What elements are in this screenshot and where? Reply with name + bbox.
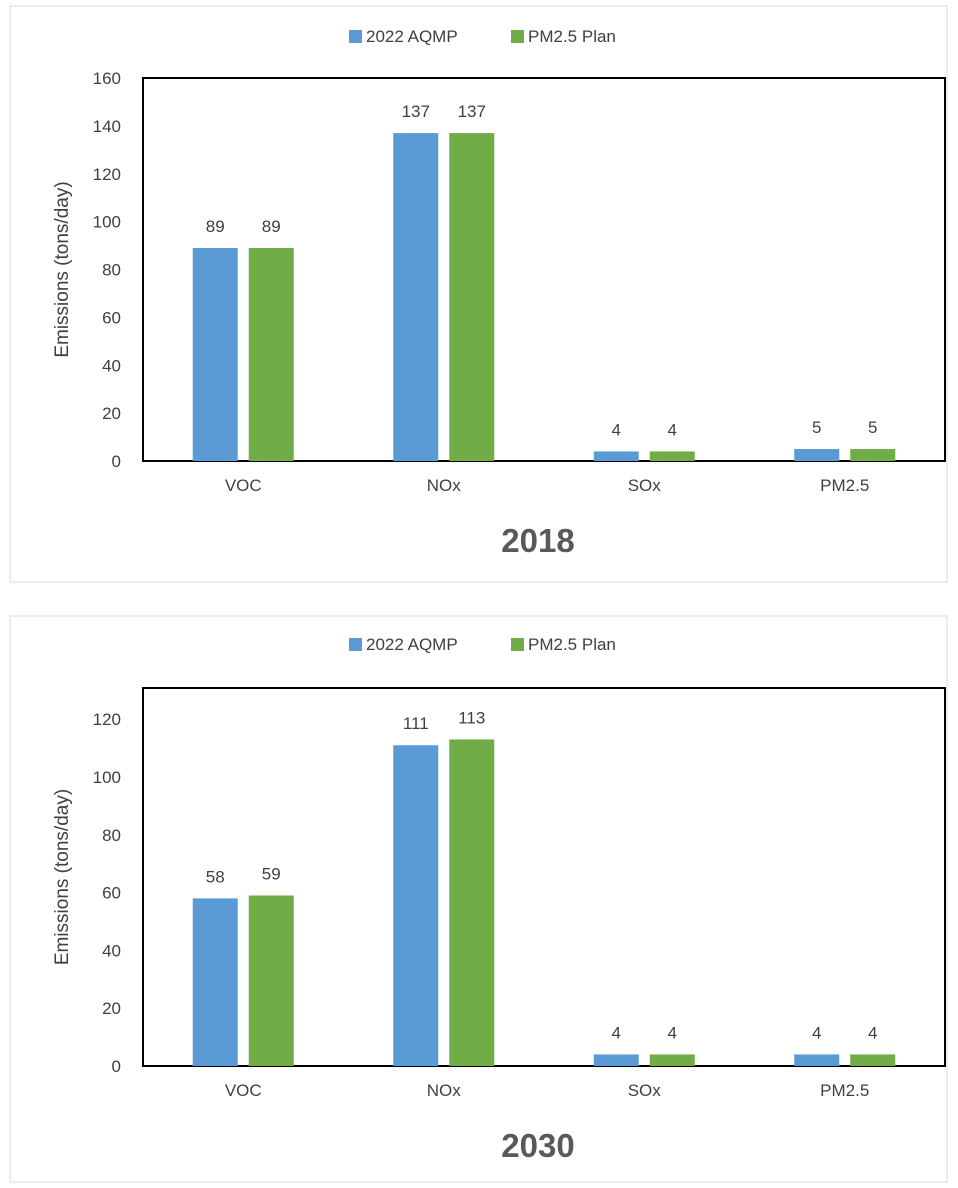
bar (593, 1054, 639, 1066)
x-tick-label: SOx (628, 1081, 662, 1100)
chart-2018: 0 20 40 60 80 100 120 140 160 Emissions (tons/day… (9, 5, 948, 583)
legend-label: PM2.5 Plan (528, 635, 616, 654)
y-tick-label: 140 (93, 117, 121, 136)
x-tick-label: VOC (225, 476, 262, 495)
bar (449, 133, 495, 461)
bar (850, 449, 896, 461)
legend-swatch (349, 30, 362, 43)
bar (248, 247, 294, 461)
bar (192, 247, 238, 461)
legend-label: 2022 AQMP (366, 635, 458, 654)
plot-area (142, 77, 946, 462)
bar (850, 1054, 896, 1066)
data-label: 4 (812, 1023, 821, 1042)
bar (794, 1054, 840, 1066)
bar (393, 133, 439, 461)
x-tick-label: PM2.5 (820, 1081, 869, 1100)
data-label: 113 (458, 708, 485, 727)
legend-swatch (349, 638, 362, 651)
y-tick-label: 40 (102, 356, 121, 375)
bar (192, 898, 238, 1066)
y-tick-label: 20 (102, 404, 121, 423)
y-tick-label: 120 (93, 165, 121, 184)
y-tick-label: 160 (93, 69, 121, 88)
bar (393, 745, 439, 1066)
y-axis-label: Emissions (tons/day) (52, 181, 73, 357)
legend-swatch (511, 638, 524, 651)
y-tick-label: 100 (93, 768, 121, 787)
data-label: 5 (868, 418, 877, 437)
legend-swatch (511, 30, 524, 43)
data-label: 137 (458, 102, 486, 121)
x-tick-label: PM2.5 (820, 476, 869, 495)
y-tick-label: 0 (112, 1057, 121, 1076)
y-tick-label: 40 (102, 941, 121, 960)
x-tick-label: NOx (427, 476, 462, 495)
legend-label: PM2.5 Plan (528, 27, 616, 46)
bar (794, 449, 840, 461)
bar (649, 1054, 695, 1066)
x-tick-label: SOx (628, 476, 662, 495)
data-label: 5 (812, 418, 821, 437)
data-label: 89 (206, 217, 225, 236)
bar (248, 895, 294, 1066)
chart-2030: 0 20 40 60 80 100 120 Emissions (tons/day) 58 59 V… (9, 615, 948, 1183)
data-label: 89 (262, 217, 281, 236)
data-label: 59 (262, 864, 281, 883)
y-tick-label: 60 (102, 884, 121, 903)
y-tick-label: 80 (102, 261, 121, 280)
data-label: 111 (403, 714, 429, 733)
bar (449, 739, 495, 1066)
data-label: 4 (868, 1023, 877, 1042)
y-tick-label: 120 (93, 710, 121, 729)
x-tick-label: NOx (427, 1081, 462, 1100)
bar (593, 451, 639, 461)
data-label: 58 (206, 867, 225, 886)
data-label: 4 (668, 1023, 677, 1042)
data-label: 137 (402, 102, 430, 121)
y-axis-label: Emissions (tons/day) (52, 789, 73, 965)
data-label: 4 (612, 420, 621, 439)
y-tick-label: 100 (93, 213, 121, 232)
data-label: 4 (612, 1023, 621, 1042)
x-tick-label: VOC (225, 1081, 262, 1100)
plot-area (142, 687, 946, 1067)
y-tick-label: 80 (102, 826, 121, 845)
chart-title: 2018 (501, 522, 574, 559)
data-label: 4 (668, 420, 677, 439)
y-tick-label: 0 (112, 452, 121, 471)
y-tick-label: 60 (102, 308, 121, 327)
y-tick-label: 20 (102, 999, 121, 1018)
bar (649, 451, 695, 461)
legend-label: 2022 AQMP (366, 27, 458, 46)
chart-title: 2030 (501, 1127, 574, 1164)
